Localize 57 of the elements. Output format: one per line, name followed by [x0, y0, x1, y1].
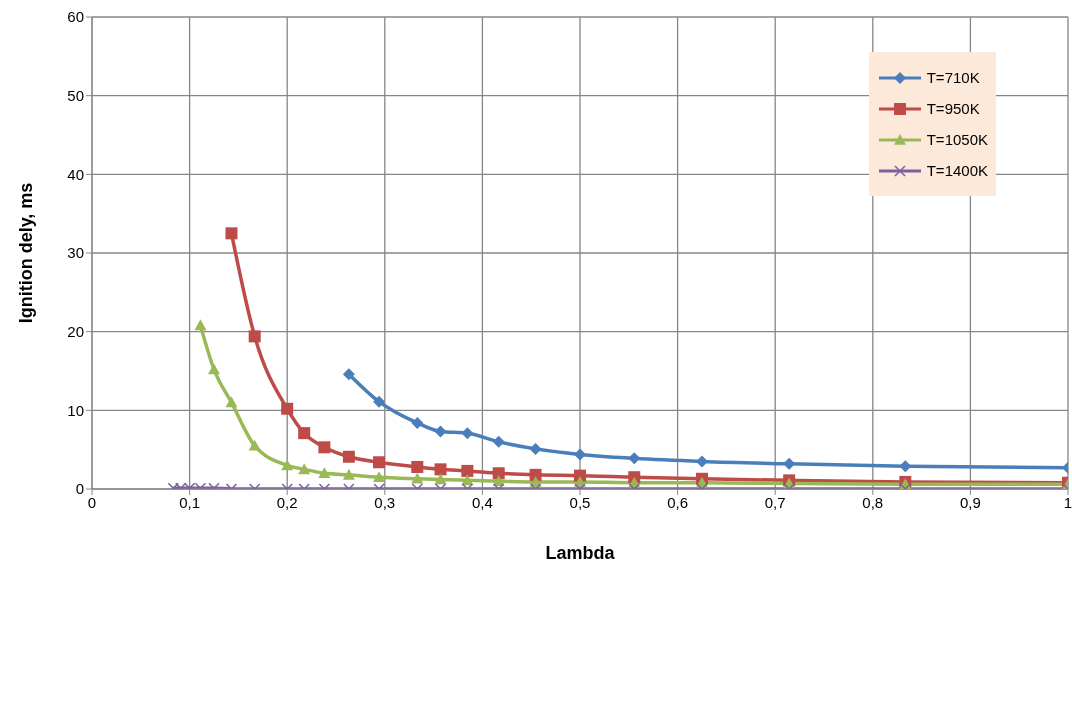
- point: [208, 363, 220, 375]
- point: [248, 330, 261, 343]
- x-tick-label: 0,4: [471, 493, 493, 511]
- point: [342, 450, 355, 463]
- point: [411, 472, 424, 484]
- x-tick-label: 0,3: [374, 493, 396, 511]
- point: [318, 441, 331, 454]
- x-tick-label: 0,9: [959, 493, 981, 511]
- point: [281, 402, 294, 415]
- point: [342, 368, 355, 381]
- point: [411, 416, 424, 429]
- y-tick-label: 40: [67, 165, 84, 183]
- point: [373, 456, 386, 469]
- point: [461, 474, 474, 486]
- point: [411, 460, 424, 473]
- y-tick-label: 0: [75, 480, 84, 498]
- y-axis-title: Ignition dely, ms: [16, 182, 37, 324]
- point: [529, 442, 542, 455]
- x-tick-label: 0,2: [276, 493, 298, 511]
- legend-label: T=710K: [926, 69, 980, 86]
- point: [298, 463, 311, 475]
- x-tick-label: 0,7: [764, 493, 786, 511]
- point: [434, 425, 447, 438]
- point: [574, 448, 586, 461]
- x-tick-label: 1: [1063, 493, 1072, 511]
- point: [194, 319, 207, 331]
- x-tick-label: 0: [87, 493, 97, 511]
- y-tick-label: 10: [67, 401, 84, 419]
- point: [434, 473, 447, 485]
- legend-label: T=950K: [926, 100, 980, 117]
- x-tick-label: 0,6: [667, 493, 689, 511]
- point: [529, 468, 542, 481]
- point: [461, 464, 474, 477]
- point: [248, 439, 261, 451]
- point: [492, 435, 505, 448]
- legend-label: T=1050K: [926, 131, 988, 148]
- point: [342, 468, 355, 480]
- point: [318, 467, 331, 479]
- x-tick-label: 0,5: [569, 493, 591, 511]
- point: [434, 463, 447, 476]
- point: [492, 467, 505, 480]
- x-tick-label: 0,1: [179, 493, 201, 511]
- point: [298, 427, 311, 440]
- y-tick-label: 50: [67, 86, 84, 104]
- point: [461, 427, 474, 440]
- point: [225, 227, 238, 240]
- y-tick-label: 20: [67, 322, 84, 340]
- y-tick-label: 60: [67, 8, 84, 26]
- y-tick-label: 30: [67, 244, 84, 262]
- legend-label: T=1400K: [926, 162, 988, 179]
- x-tick-label: 0,8: [862, 493, 884, 511]
- point: [696, 455, 708, 468]
- x-axis-title: Lambda: [545, 543, 616, 563]
- point: [373, 395, 386, 408]
- point: [281, 459, 294, 471]
- point: [225, 396, 238, 408]
- point: [373, 471, 386, 482]
